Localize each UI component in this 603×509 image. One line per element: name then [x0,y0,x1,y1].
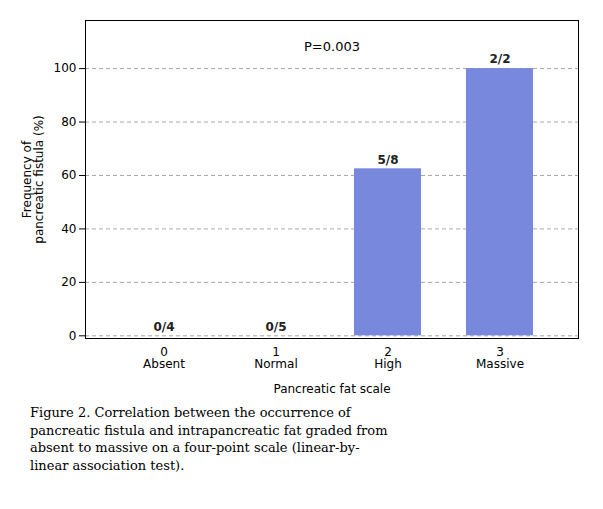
svg-text:Frequency ofpancreatic fistula: Frequency ofpancreatic fistula (%) [20,115,46,243]
svg-text:5/8: 5/8 [377,153,398,167]
svg-text:1Normal: 1Normal [254,345,297,371]
svg-text:0Absent: 0Absent [143,345,185,371]
svg-text:P=0.003: P=0.003 [304,39,360,54]
svg-text:0/4: 0/4 [153,320,174,334]
svg-text:20: 20 [61,275,76,289]
svg-text:3Massive: 3Massive [476,345,524,371]
svg-text:0: 0 [69,329,77,343]
svg-text:0/5: 0/5 [265,320,286,334]
svg-text:100: 100 [54,61,77,75]
svg-text:Pancreatic fat scale: Pancreatic fat scale [273,382,390,396]
svg-text:2High: 2High [374,345,402,371]
svg-text:2/2: 2/2 [489,52,510,66]
svg-text:40: 40 [61,222,76,236]
html-text:Figure 2. Correlation between: Figure 2. Correlation between the occurr… [30,405,388,473]
svg-text:60: 60 [61,168,76,182]
svg-text:80: 80 [61,115,76,129]
